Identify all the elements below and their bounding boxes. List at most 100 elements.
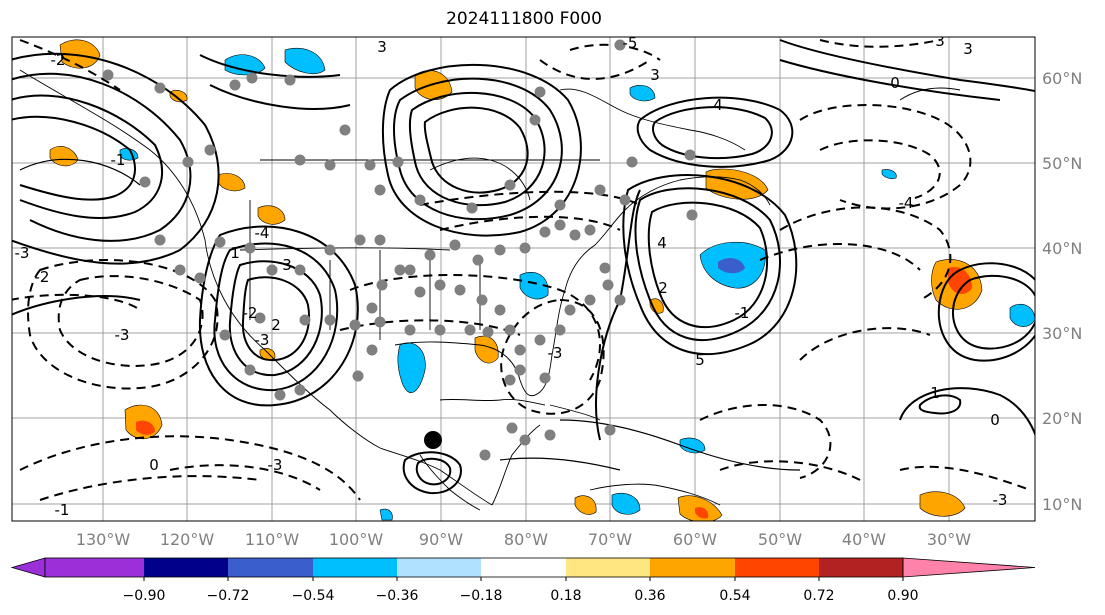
station-dot (374, 184, 386, 196)
station-dot (534, 334, 546, 346)
station-dot (519, 242, 531, 254)
station-dot (604, 424, 616, 436)
station-dot (626, 156, 638, 168)
contour-value-label: 0 (990, 411, 1000, 429)
thin-contours (19, 158, 801, 471)
latitude-label: 20°N (1042, 409, 1082, 428)
station-dot (339, 124, 351, 136)
station-dot (404, 264, 416, 276)
colorbar-segment (313, 558, 397, 577)
station-dot (539, 372, 551, 384)
colorbar-tick-label: 0.72 (803, 588, 834, 604)
colorbar-tick-label: −0.54 (292, 588, 335, 604)
station-dot (454, 284, 466, 296)
colorbar-tick-label: −0.90 (123, 588, 166, 604)
colorbar: −0.90 −0.72 −0.54 −0.36 −0.18 0.18 0.36 0.54 0.7… (10, 557, 1036, 604)
station-dot (324, 159, 336, 171)
station-dot (539, 226, 551, 238)
station-dot (466, 202, 478, 214)
station-dot (102, 69, 114, 81)
latitude-label: 50°N (1042, 154, 1082, 173)
contour-value-label: 5 (695, 351, 705, 369)
longitude-label: 90°W (419, 530, 463, 549)
station-dot (366, 302, 378, 314)
contour-value-label: 0 (890, 74, 900, 92)
contour-value-label: -3 (255, 331, 270, 349)
contour-value-label: -2 (51, 51, 66, 69)
station-dot (266, 264, 278, 276)
station-dot (534, 86, 546, 98)
longitude-label: 110°W (245, 530, 300, 549)
colorbar-segment (45, 558, 144, 577)
station-dot (349, 319, 361, 331)
longitude-label: 30°W (927, 530, 971, 549)
colorbar-tick-label: 0.54 (719, 588, 750, 604)
colorbar-tick-label: 0.90 (887, 588, 918, 604)
contour-value-label: -2 (35, 268, 50, 286)
station-dot (274, 389, 286, 401)
station-dot (504, 324, 516, 336)
station-dot (364, 159, 376, 171)
contour-value-label: -1 (111, 151, 126, 169)
station-dot (584, 294, 596, 306)
colorbar-segment (566, 558, 650, 577)
station-dot (529, 114, 541, 126)
station-dot (392, 156, 404, 168)
station-dot (376, 279, 388, 291)
station-dot (544, 429, 556, 441)
map-title: 2024111800 F000 (446, 9, 602, 29)
station-dot (686, 209, 698, 221)
contour-value-label: 3 (377, 38, 387, 56)
station-dot (449, 239, 461, 251)
station-dot (554, 324, 566, 336)
station-dot (246, 72, 258, 84)
contour-value-label: -1 (55, 501, 70, 519)
station-dot (504, 179, 516, 191)
station-dot (594, 184, 606, 196)
station-dot (299, 314, 311, 326)
station-dot (324, 314, 336, 326)
station-dot (414, 286, 426, 298)
station-dot (554, 219, 566, 231)
latitude-label: 10°N (1042, 495, 1082, 514)
station-dot (244, 242, 256, 254)
colorbar-extend-high (902, 557, 1036, 578)
contour-value-label: -3 (15, 244, 30, 262)
station-dot (284, 74, 296, 86)
station-dot (219, 329, 231, 341)
contour-value-label: 3 (935, 32, 945, 50)
station-dot (354, 234, 366, 246)
station-dot (394, 264, 406, 276)
contour-value-label: 3 (282, 256, 292, 274)
station-dot (294, 154, 306, 166)
longitude-label: 120°W (160, 530, 215, 549)
colorbar-tick-label: −0.18 (460, 588, 503, 604)
station-dot (154, 82, 166, 94)
station-dot (472, 254, 484, 266)
contour-value-label: -4 (899, 194, 914, 212)
station-dot (374, 316, 386, 328)
map-frame (11, 36, 1036, 522)
longitude-label: 80°W (504, 530, 548, 549)
station-dot (494, 244, 506, 256)
station-dot (506, 422, 518, 434)
station-dot (614, 294, 626, 306)
contour-value-label: 2 (658, 279, 668, 297)
coastlines (19, 69, 961, 511)
contour-value-label: 0 (149, 456, 159, 474)
station-dot (254, 312, 266, 324)
station-dot (602, 279, 614, 291)
station-dot (204, 144, 216, 156)
colorbar-segment (735, 558, 819, 577)
storm-center-marker (424, 431, 442, 449)
contour-value-label: -3 (115, 326, 130, 344)
station-dot (174, 264, 186, 276)
shaded-anomalies (49, 39, 1035, 521)
station-dot (519, 434, 531, 446)
station-dot (182, 156, 194, 168)
station-dot (352, 370, 364, 382)
colorbar-segment (228, 558, 313, 577)
station-dot (194, 272, 206, 284)
colorbar-segment (144, 558, 228, 577)
